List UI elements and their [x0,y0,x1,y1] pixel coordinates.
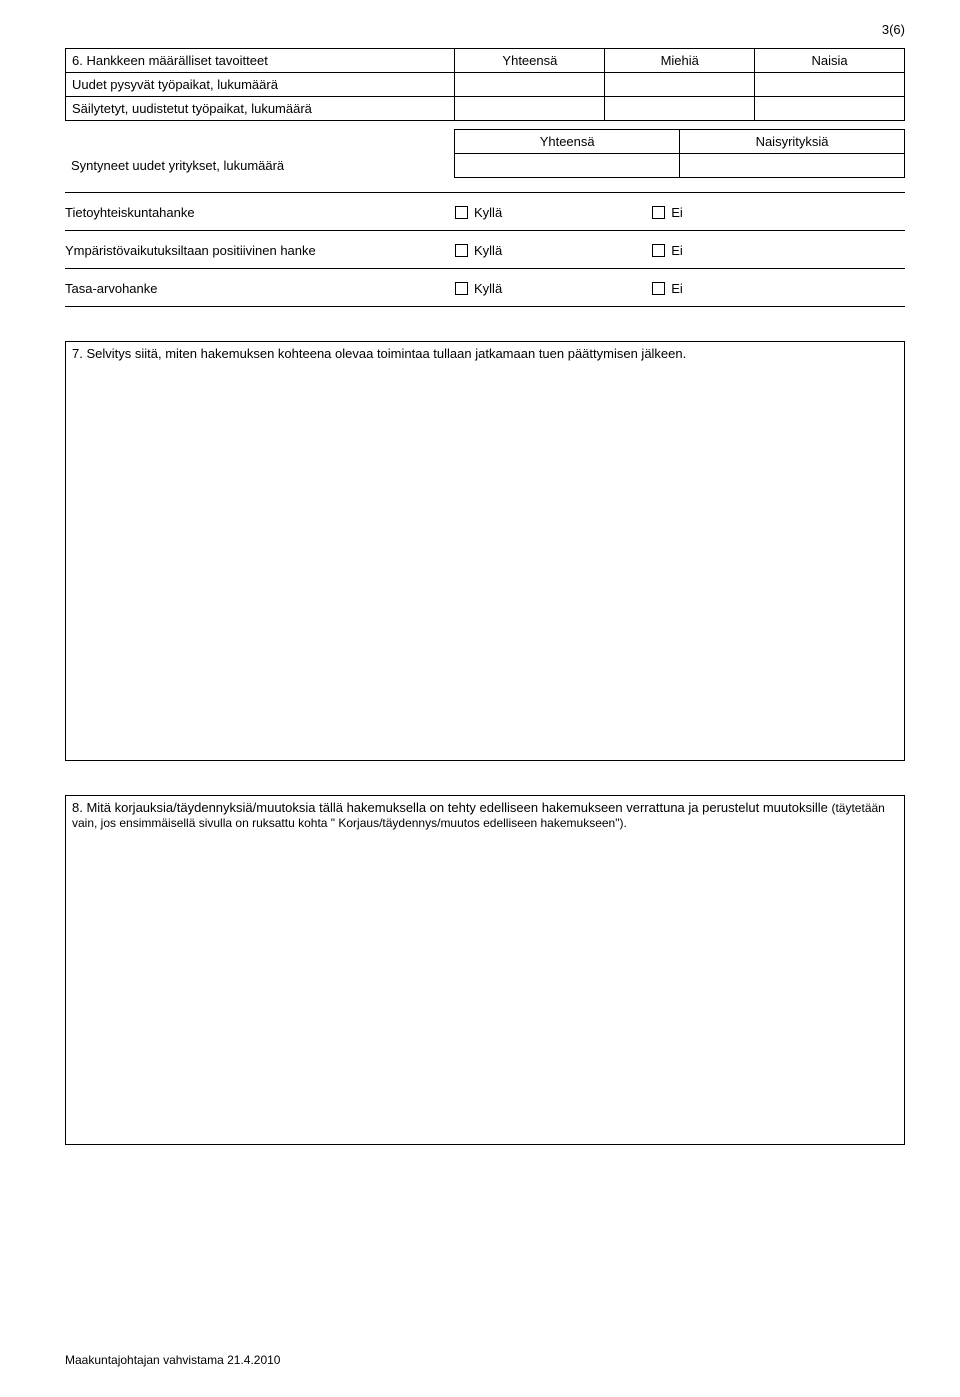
checkbox-q3-no-label: Ei [671,281,683,296]
checkbox-row-1: Tietoyhteiskuntahanke Kyllä Ei [65,193,905,231]
section6-row2-c1[interactable] [455,97,605,121]
section-7: 7. Selvitys siitä, miten hakemuksen koht… [65,341,905,761]
checkbox-q1-no[interactable] [652,206,665,219]
section6-subcol-header-2: Naisyrityksiä [680,130,905,154]
section7-heading: 7. Selvitys siitä, miten hakemuksen koht… [66,342,904,365]
section6-row3-c1[interactable] [455,154,680,178]
section-8: 8. Mitä korjauksia/täydennyksiä/muutoksi… [65,795,905,1145]
section6-row1-c2[interactable] [605,73,755,97]
section6-sub-table: Yhteensä Naisyrityksiä Syntyneet uudet y… [65,129,905,178]
checkbox-q2-no[interactable] [652,244,665,257]
checkbox-q1-no-label: Ei [671,205,683,220]
section6-row2-c3[interactable] [755,97,905,121]
section6-row2-c2[interactable] [605,97,755,121]
checkbox-row1-label: Tietoyhteiskuntahanke [65,205,455,220]
section6-row1-c1[interactable] [455,73,605,97]
section6-row3-label: Syntyneet uudet yritykset, lukumäärä [65,154,455,178]
section-6: 6. Hankkeen määrälliset tavoitteet Yhtee… [65,48,905,307]
section8-heading: 8. Mitä korjauksia/täydennyksiä/muutoksi… [66,796,904,834]
section6-col-header-2: Miehiä [605,49,755,73]
footer-text: Maakuntajohtajan vahvistama 21.4.2010 [65,1353,280,1367]
section6-col-header-3: Naisia [755,49,905,73]
section6-row1-c3[interactable] [755,73,905,97]
section6-subcol-header-1: Yhteensä [455,130,680,154]
checkbox-q1-yes-label: Kyllä [474,205,502,220]
checkbox-q1-yes[interactable] [455,206,468,219]
checkbox-q2-no-label: Ei [671,243,683,258]
checkbox-row-2: Ympäristövaikutuksiltaan positiivinen ha… [65,231,905,269]
checkbox-q2-yes-label: Kyllä [474,243,502,258]
section6-col-header-1: Yhteensä [455,49,605,73]
checkbox-q3-yes-label: Kyllä [474,281,502,296]
section6-row2-label: Säilytetyt, uudistetut työpaikat, lukumä… [66,97,455,121]
section8-heading-main: 8. Mitä korjauksia/täydennyksiä/muutoksi… [72,800,831,815]
checkbox-q3-yes[interactable] [455,282,468,295]
section6-heading: 6. Hankkeen määrälliset tavoitteet [66,49,455,73]
section6-main-table: 6. Hankkeen määrälliset tavoitteet Yhtee… [65,48,905,121]
page-number: 3(6) [882,22,905,37]
checkbox-q2-yes[interactable] [455,244,468,257]
section6-row3-c2[interactable] [680,154,905,178]
checkbox-q3-no[interactable] [652,282,665,295]
checkbox-row-3: Tasa-arvohanke Kyllä Ei [65,269,905,307]
checkbox-row2-label: Ympäristövaikutuksiltaan positiivinen ha… [65,243,455,258]
section6-row1-label: Uudet pysyvät työpaikat, lukumäärä [66,73,455,97]
checkbox-row3-label: Tasa-arvohanke [65,281,455,296]
